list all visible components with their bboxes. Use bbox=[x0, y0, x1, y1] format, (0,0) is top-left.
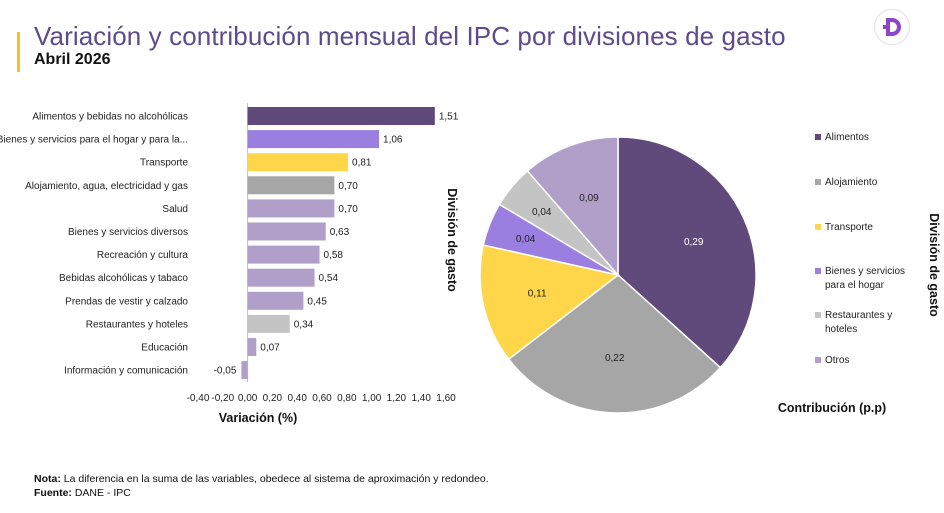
bar-category-label: Bebidas alcohólicas y tabaco bbox=[59, 273, 188, 284]
x-tick-label: -0,20 bbox=[211, 393, 234, 404]
x-tick-label: 0,40 bbox=[287, 393, 307, 404]
pie-value-label: 0,22 bbox=[605, 353, 625, 364]
legend-label: Bienes y servicios para el hogar bbox=[825, 266, 905, 291]
legend-label-line: para el hogar bbox=[825, 280, 885, 291]
x-tick-label: 1,20 bbox=[387, 393, 407, 404]
page-subtitle: Abril 2026 bbox=[34, 51, 111, 68]
source-line: Fuente: DANE - IPC bbox=[34, 486, 489, 500]
pie-value-label: 0,29 bbox=[684, 237, 704, 248]
bar-value-label: 0,34 bbox=[294, 319, 314, 330]
pie-slice-1 bbox=[507, 274, 722, 414]
bar-10 bbox=[247, 338, 257, 356]
bar-9 bbox=[247, 314, 290, 333]
bar-6 bbox=[247, 245, 320, 264]
bar-value-label: -0,05 bbox=[214, 366, 237, 377]
legend-label-line: Restaurantes y bbox=[825, 310, 892, 321]
pie-y-axis-title: División de gasto bbox=[927, 213, 941, 317]
note-line: Nota: La diferencia en la suma de las va… bbox=[34, 472, 489, 486]
pie-slice-0 bbox=[617, 136, 757, 369]
x-tick-label: 0,20 bbox=[263, 393, 283, 404]
x-tick-label: 1,60 bbox=[436, 393, 456, 404]
bar-category-label: Bienes y servicios para el hogar y para … bbox=[0, 135, 188, 146]
x-tick-label: -0,40 bbox=[187, 393, 210, 404]
x-tick-label: 0,80 bbox=[337, 393, 357, 404]
bar-y-axis-title: División de gasto bbox=[445, 188, 459, 292]
pie-value-label: 0,04 bbox=[516, 234, 536, 245]
legend-label-line: Bienes y servicios bbox=[825, 266, 905, 277]
legend-swatch-4 bbox=[815, 312, 821, 318]
bar-value-label: 0,54 bbox=[319, 273, 339, 284]
pie-value-label: 0,04 bbox=[532, 207, 552, 218]
bar-value-label: 0,70 bbox=[338, 204, 358, 215]
bar-category-label: Prendas de vestir y calzado bbox=[65, 296, 188, 307]
pie-x-axis-title: Contribución (p.p) bbox=[778, 401, 886, 415]
bar-4 bbox=[247, 199, 335, 218]
bar-value-label: 0,07 bbox=[260, 343, 280, 354]
legend-swatch-1 bbox=[815, 179, 821, 185]
note-text: La diferencia en la suma de las variable… bbox=[60, 473, 489, 485]
bar-x-axis-title: Variación (%) bbox=[219, 411, 298, 425]
bar-value-label: 1,06 bbox=[383, 135, 403, 146]
pie-chart-contribucion: 0,29 0,22 0,11 0,04 0,04 0,09 Alimentos Alojami… bbox=[479, 132, 941, 415]
bar-7 bbox=[247, 268, 315, 287]
bar-8 bbox=[247, 291, 304, 310]
legend-label: Restaurantes y hoteles bbox=[825, 310, 892, 335]
bar-category-label: Transporte bbox=[140, 158, 188, 169]
footer-notes: Nota: La diferencia en la suma de las va… bbox=[34, 472, 489, 500]
bar-category-label: Alojamiento, agua, electricidad y gas bbox=[25, 181, 188, 192]
bar-1 bbox=[247, 130, 380, 149]
title-accent-bar bbox=[17, 32, 20, 72]
dane-logo-icon bbox=[873, 8, 911, 46]
bar-value-label: 0,81 bbox=[352, 158, 372, 169]
pie-slice-2 bbox=[479, 244, 620, 361]
legend-label: Alojamiento bbox=[825, 177, 878, 188]
x-tick-label: 1,40 bbox=[411, 393, 431, 404]
page-title: Variación y contribución mensual del IPC… bbox=[34, 21, 786, 51]
pie-value-label: 0,09 bbox=[579, 193, 599, 204]
legend-swatch-2 bbox=[815, 224, 821, 230]
bar-category-label: Restaurantes y hoteles bbox=[86, 319, 188, 330]
legend-label: Alimentos bbox=[825, 132, 869, 143]
legend-swatch-3 bbox=[815, 268, 821, 274]
legend-label: Otros bbox=[825, 355, 849, 366]
bar-value-label: 0,58 bbox=[324, 250, 344, 261]
bar-0 bbox=[247, 107, 435, 125]
x-tick-label: 0,00 bbox=[238, 393, 258, 404]
pie-slice-5 bbox=[526, 136, 619, 278]
bar-11 bbox=[241, 361, 248, 380]
bar-chart-variacion: Alimentos y bebidas no alcohólicas 1,51 Bi… bbox=[0, 103, 459, 425]
bar-5 bbox=[247, 222, 326, 241]
source-label: Fuente: bbox=[34, 487, 72, 499]
legend-label-line: hoteles bbox=[825, 324, 857, 335]
bar-category-label: Educación bbox=[141, 343, 188, 354]
bar-value-label: 0,70 bbox=[338, 181, 358, 192]
source-text: DANE - IPC bbox=[71, 487, 131, 499]
x-tick-label: 1,00 bbox=[362, 393, 382, 404]
legend-swatch-0 bbox=[815, 134, 821, 140]
legend-label: Transporte bbox=[825, 222, 873, 233]
bar-value-label: 0,45 bbox=[307, 296, 327, 307]
bar-2 bbox=[247, 153, 349, 172]
legend-swatch-5 bbox=[815, 357, 821, 363]
x-tick-label: 0,60 bbox=[312, 393, 332, 404]
bar-category-label: Salud bbox=[162, 204, 188, 215]
bar-category-label: Información y comunicación bbox=[64, 366, 188, 377]
bar-value-label: 1,51 bbox=[439, 112, 459, 123]
bar-category-label: Recreación y cultura bbox=[97, 250, 189, 261]
bar-category-label: Bienes y servicios diversos bbox=[68, 227, 188, 238]
note-label: Nota: bbox=[34, 473, 61, 485]
bar-3 bbox=[247, 176, 335, 195]
pie-value-label: 0,11 bbox=[528, 288, 547, 299]
bar-value-label: 0,63 bbox=[330, 227, 350, 238]
bar-category-label: Alimentos y bebidas no alcohólicas bbox=[32, 112, 188, 123]
